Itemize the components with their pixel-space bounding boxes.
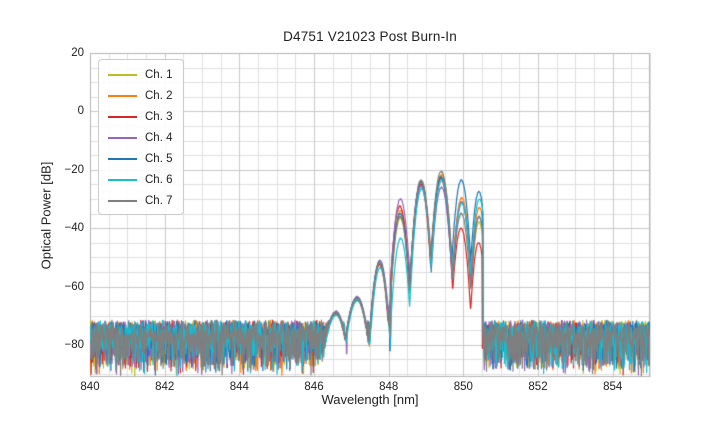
x-axis-label: Wavelength [nm] <box>321 392 419 407</box>
legend-item-label: Ch. 2 <box>145 89 173 102</box>
legend-item: Ch. 7 <box>99 190 183 211</box>
legend-line-swatch <box>108 178 137 181</box>
x-tick-label: 854 <box>603 381 623 393</box>
legend-item-label: Ch. 4 <box>145 131 173 144</box>
x-tick-label: 850 <box>453 381 473 393</box>
legend: Ch. 1 Ch. 2 Ch. 3 Ch. 4 Ch. 5 Ch. 6 Ch. 7 <box>98 59 184 215</box>
y-tick-label: 0 <box>77 105 84 118</box>
legend-item-label: Ch. 6 <box>145 173 173 186</box>
x-tick-label: 844 <box>229 381 249 393</box>
x-tick-label: 842 <box>155 381 175 393</box>
legend-item: Ch. 3 <box>99 106 183 127</box>
legend-item: Ch. 5 <box>99 148 183 169</box>
y-tick-label: −60 <box>64 280 84 293</box>
x-tick-label: 848 <box>379 381 399 393</box>
y-tick-label: −20 <box>64 163 84 176</box>
y-tick-label: −80 <box>64 338 84 351</box>
legend-line-swatch <box>108 94 137 97</box>
x-tick-label: 840 <box>80 381 100 393</box>
legend-item: Ch. 6 <box>99 169 183 190</box>
legend-item-label: Ch. 3 <box>145 110 173 123</box>
y-tick-label: 20 <box>71 47 84 59</box>
chart-title: D4751 V21023 Post Burn-In <box>283 29 457 44</box>
legend-item: Ch. 1 <box>99 64 183 85</box>
x-tick-label: 852 <box>528 381 548 393</box>
legend-item-label: Ch. 7 <box>145 194 173 207</box>
legend-item-label: Ch. 1 <box>145 68 173 81</box>
legend-line-swatch <box>108 73 137 76</box>
legend-line-swatch <box>108 157 137 160</box>
x-tick-label: 846 <box>304 381 324 393</box>
legend-line-swatch <box>108 136 137 139</box>
legend-item: Ch. 2 <box>99 85 183 106</box>
y-axis-label: Optical Power [dB] <box>38 161 54 270</box>
legend-item-label: Ch. 5 <box>145 152 173 165</box>
legend-item: Ch. 4 <box>99 127 183 148</box>
legend-line-swatch <box>108 199 137 202</box>
legend-line-swatch <box>108 115 137 118</box>
y-tick-label: −40 <box>64 222 84 235</box>
